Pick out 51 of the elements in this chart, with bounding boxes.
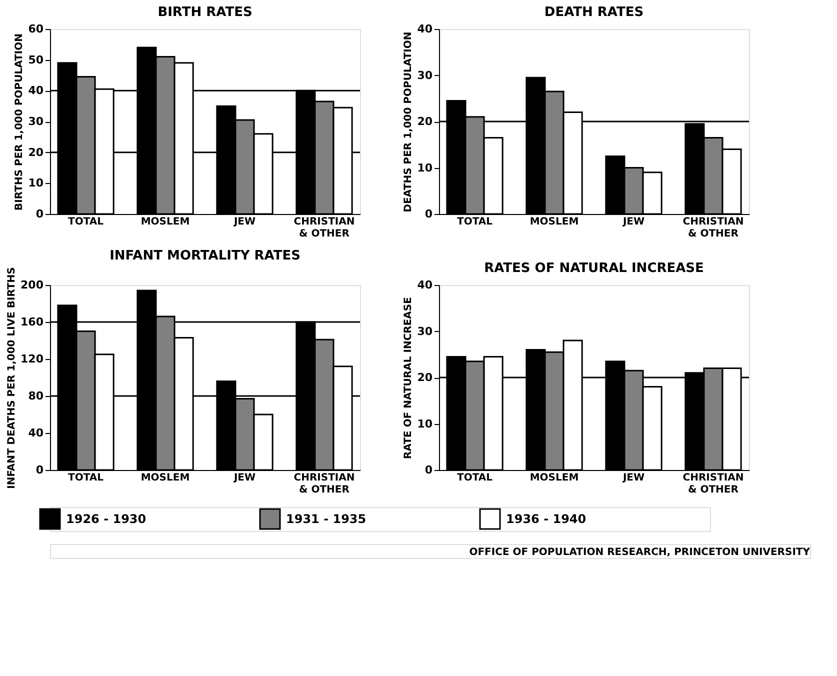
y-tick-label: 0 xyxy=(36,208,44,220)
y-tick-label: 10 xyxy=(417,161,433,174)
x-tick-label: CHRISTIAN & OTHER xyxy=(682,216,744,240)
chart-title: BIRTH RATES xyxy=(158,5,252,20)
y-axis-title: DEATHS PER 1,000 POPULATION xyxy=(403,32,414,212)
y-tick-label: 40 xyxy=(28,84,44,98)
y-tick-label: 120 xyxy=(20,352,44,366)
y-tick-label: 80 xyxy=(28,390,44,402)
x-tick-label: TOTAL xyxy=(457,472,494,484)
legend-label: 1936 - 1940 xyxy=(506,512,586,526)
y-tick-label: 160 xyxy=(20,316,44,328)
y-axis-title: RATE OF NATURAL INCREASE xyxy=(403,296,414,459)
y-tick-label: 200 xyxy=(20,278,44,292)
y-tick-label: 30 xyxy=(417,324,433,338)
chart-title: DEATH RATES xyxy=(544,5,644,20)
y-tick-label: 50 xyxy=(28,53,44,66)
y-tick-label: 10 xyxy=(417,417,433,430)
x-tick-label: JEW xyxy=(622,472,645,484)
x-tick-label: JEW xyxy=(232,472,256,484)
y-tick-label: 60 xyxy=(28,22,44,36)
x-tick-label: CHRISTIAN & OTHER xyxy=(294,216,355,240)
legend-label: 1926 - 1930 xyxy=(66,512,146,526)
x-tick-label: MOSLEM xyxy=(530,216,579,228)
x-tick-label: JEW xyxy=(622,216,645,228)
x-tick-label: CHRISTIAN & OTHER xyxy=(682,472,744,496)
y-tick-label: 30 xyxy=(417,68,433,82)
chart-title: RATES OF NATURAL INCREASE xyxy=(484,261,704,276)
y-tick-label: 0 xyxy=(424,208,433,220)
y-tick-label: 40 xyxy=(417,22,433,36)
y-tick-label: 10 xyxy=(28,176,44,190)
x-tick-label: JEW xyxy=(232,216,256,228)
y-tick-label: 20 xyxy=(28,146,44,159)
y-tick-label: 0 xyxy=(36,464,44,476)
y-tick-label: 20 xyxy=(417,115,433,128)
x-tick-label: CHRISTIAN & OTHER xyxy=(294,472,355,496)
legend-label: 1931 - 1935 xyxy=(286,512,366,526)
y-tick-label: 20 xyxy=(417,371,433,384)
y-tick-label: 40 xyxy=(417,278,433,292)
x-tick-label: TOTAL xyxy=(68,472,104,484)
y-axis-title: INFANT DEATHS PER 1,000 LIVE BIRTHS xyxy=(6,267,18,489)
x-tick-label: MOSLEM xyxy=(140,472,190,484)
chart-title: INFANT MORTALITY RATES xyxy=(110,248,300,264)
x-tick-label: MOSLEM xyxy=(530,472,579,484)
x-tick-label: MOSLEM xyxy=(140,216,190,228)
y-axis-title: BIRTHS PER 1,000 POPULATION xyxy=(14,34,26,210)
y-tick-label: 40 xyxy=(28,426,44,440)
y-tick-label: 30 xyxy=(28,115,44,128)
x-tick-label: TOTAL xyxy=(457,216,494,228)
x-tick-label: TOTAL xyxy=(68,216,104,228)
y-tick-label: 0 xyxy=(424,464,433,476)
text: OFFICE OF POPULATION RESEARCH, PRINCETON UNIVERSITY xyxy=(469,547,811,558)
